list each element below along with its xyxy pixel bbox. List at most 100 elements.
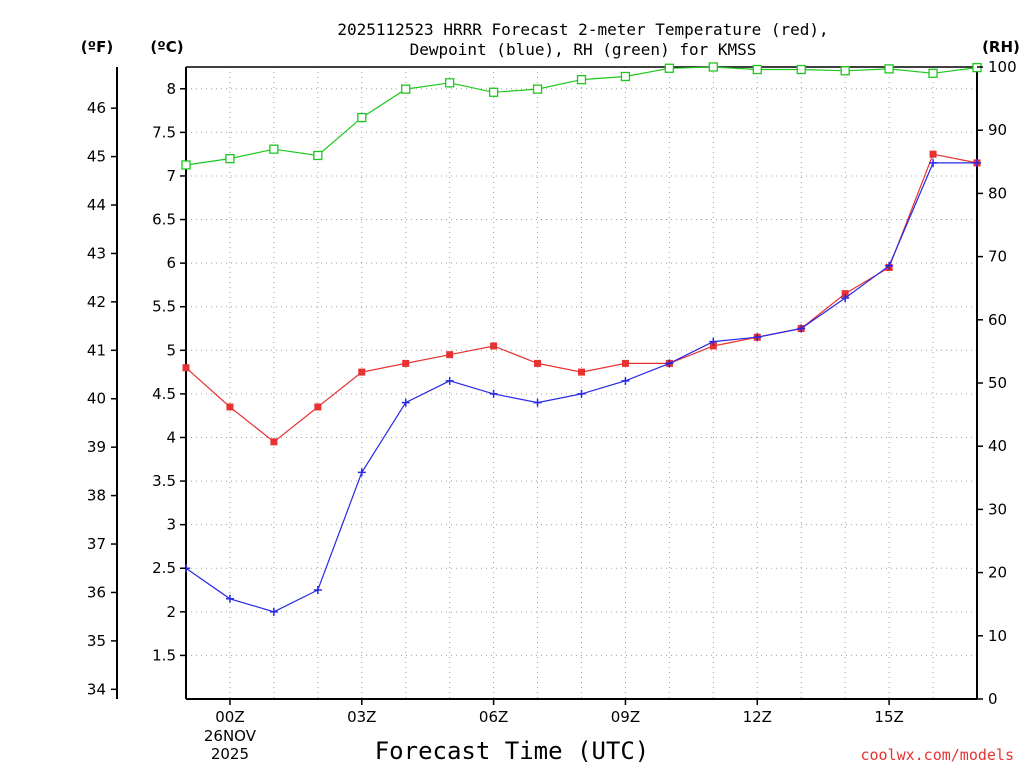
celsius-tick-label: 6 [166, 254, 176, 272]
rh-tick-label: 80 [988, 184, 1007, 202]
rh-tick-label: 30 [988, 500, 1007, 518]
rh-point [840, 66, 850, 76]
dewpoint-point [357, 468, 366, 477]
temperature-point [578, 368, 585, 376]
fahrenheit-tick-label: 43 [87, 244, 106, 262]
rh-point [532, 84, 543, 94]
rh-tick-label: 100 [988, 58, 1017, 76]
x-tick-label: 15Z [874, 708, 903, 726]
fahrenheit-tick-label: 36 [87, 583, 106, 601]
rh-tick-label: 20 [988, 564, 1007, 582]
dewpoint-point [225, 594, 234, 603]
rh-tick-label: 10 [988, 627, 1007, 645]
celsius-tick-label: 1.5 [152, 646, 176, 664]
rh-point [181, 160, 191, 170]
dewpoint-point [577, 389, 586, 398]
dewpoint-point [753, 333, 762, 342]
rh-point [928, 68, 938, 78]
dewpoint-point [665, 359, 674, 368]
rh-point [796, 64, 806, 75]
x-tick-label: 09Z [611, 708, 640, 726]
dewpoint-point [313, 586, 322, 595]
rh-tick-label: 90 [988, 121, 1007, 139]
rh-point [225, 153, 235, 164]
x-axis-label: Forecast Time (UTC) [375, 737, 650, 765]
rh-point [752, 64, 762, 75]
temperature-point [490, 342, 498, 350]
series-layer [181, 62, 982, 616]
celsius-tick-label: 2.5 [152, 559, 176, 577]
x-tick-label: 06Z [479, 708, 508, 726]
rh-point [620, 71, 631, 82]
fahrenheit-tick-label: 42 [87, 293, 106, 311]
temperature-point [534, 359, 542, 367]
fahrenheit-tick-label: 44 [87, 196, 106, 214]
fahrenheit-unit-label: (ºF) [81, 38, 113, 56]
celsius-tick-label: 4 [166, 428, 176, 446]
temperature-point [709, 342, 717, 350]
fahrenheit-tick-label: 46 [87, 99, 106, 117]
dewpoint-point [489, 389, 498, 398]
dewpoint-point [533, 398, 542, 407]
rh-point [664, 63, 675, 73]
grid-layer [186, 67, 977, 699]
celsius-unit-label: (ºC) [150, 38, 183, 56]
credit-text: coolwx.com/models [860, 746, 1014, 764]
rh-point [488, 87, 499, 97]
celsius-tick-label: 5.5 [152, 298, 176, 316]
temperature-point [402, 359, 410, 367]
dewpoint-point [929, 158, 938, 167]
rh-point [269, 144, 279, 154]
celsius-tick-label: 4.5 [152, 385, 176, 403]
temperature-point [314, 403, 322, 411]
rh-point [357, 112, 367, 123]
temperature-point [270, 438, 278, 446]
dewpoint-point [269, 607, 278, 616]
x-tick-label: 03Z [347, 708, 376, 726]
rh-point [313, 150, 323, 161]
rh-tick-label: 70 [988, 248, 1007, 266]
rh-point [401, 84, 411, 94]
celsius-tick-label: 7.5 [152, 123, 176, 141]
rh-point [884, 64, 894, 74]
temperature-point [929, 150, 937, 158]
temperature-point [446, 351, 454, 359]
celsius-tick-label: 7 [166, 167, 176, 185]
celsius-tick-label: 8 [166, 80, 176, 98]
celsius-tick-label: 3.5 [152, 472, 176, 490]
rh-point [708, 62, 718, 72]
temperature-point [358, 368, 366, 376]
celsius-tick-label: 3 [166, 516, 176, 534]
dewpoint-point [445, 376, 454, 385]
celsius-tick-label: 2 [166, 603, 176, 621]
rh-unit-label: (RH) [982, 38, 1020, 56]
rh-point [445, 78, 455, 88]
x-tick-label: 12Z [743, 708, 772, 726]
chart-title-line-1: 2025112523 HRRR Forecast 2-meter Tempera… [337, 20, 828, 39]
fahrenheit-tick-label: 35 [87, 632, 106, 650]
rh-tick-label: 50 [988, 374, 1007, 392]
temperature-point [621, 359, 629, 367]
fahrenheit-tick-label: 40 [87, 390, 106, 408]
dewpoint-point [621, 376, 630, 385]
dewpoint-point [885, 261, 894, 270]
rh-tick-label: 40 [988, 437, 1007, 455]
dewpoint-point [841, 294, 850, 303]
axes-layer [116, 66, 978, 700]
dewpoint-point [797, 324, 806, 333]
dewpoint-point [973, 158, 981, 167]
ticks-layer: 1.5 2 2.5 3 3.5 4 4.5 5 5.5 6 6.5 7 7.5 8 34 35 36 37 38 39… [87, 58, 1017, 763]
dewpoint-point [709, 337, 718, 346]
rh-tick-label: 60 [988, 311, 1007, 329]
fahrenheit-tick-label: 39 [87, 438, 106, 456]
fahrenheit-tick-label: 45 [87, 148, 106, 166]
fahrenheit-tick-label: 41 [87, 341, 106, 359]
fahrenheit-tick-label: 38 [87, 487, 106, 505]
dewpoint-point [401, 398, 410, 407]
celsius-tick-label: 6.5 [152, 211, 176, 229]
chart-title-line-2: Dewpoint (blue), RH (green) for KMSS [410, 40, 757, 59]
rh-tick-label: 0 [988, 690, 998, 708]
fahrenheit-tick-label: 34 [87, 680, 106, 698]
temperature-point [226, 403, 234, 411]
